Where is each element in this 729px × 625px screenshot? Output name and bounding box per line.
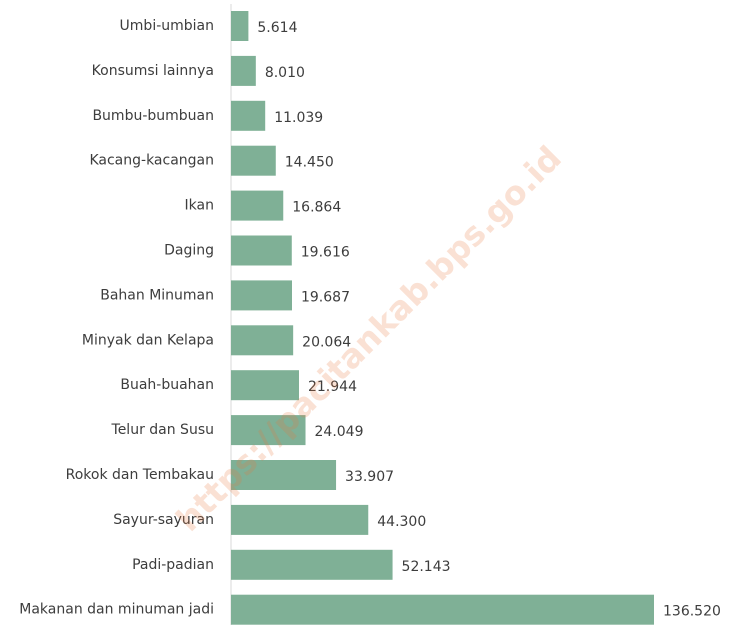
value-label: 8.010 xyxy=(265,65,305,81)
bar xyxy=(231,325,294,356)
category-label: Makanan dan minuman jadi xyxy=(19,602,214,618)
value-label: 24.049 xyxy=(315,424,364,440)
value-label: 19.687 xyxy=(301,289,350,305)
bar xyxy=(231,504,369,535)
value-label: 16.864 xyxy=(292,200,341,216)
bar xyxy=(231,460,337,490)
bar xyxy=(231,235,292,266)
value-label: 136.520 xyxy=(663,604,721,620)
category-label: Kacang-kacangan xyxy=(89,153,214,169)
bar xyxy=(231,55,256,86)
bar xyxy=(231,280,292,311)
category-label: Daging xyxy=(164,243,214,259)
category-label: Ikan xyxy=(185,198,214,214)
value-label: 33.907 xyxy=(345,469,394,485)
category-label: Padi-padian xyxy=(132,557,214,573)
bar xyxy=(231,190,284,221)
category-label: Sayur-sayuran xyxy=(113,512,214,528)
bar xyxy=(231,594,654,625)
value-label: 5.614 xyxy=(257,20,297,36)
category-label: Minyak dan Kelapa xyxy=(82,332,214,348)
category-label: Konsumsi lainnya xyxy=(92,63,214,79)
category-label: Bumbu-bumbuan xyxy=(92,108,214,124)
value-label: 52.143 xyxy=(402,559,451,575)
value-label: 44.300 xyxy=(377,514,426,530)
category-label: Rokok dan Tembakau xyxy=(66,467,214,483)
bar xyxy=(231,11,249,41)
category-label: Umbi-umbian xyxy=(120,18,214,34)
value-label: 19.616 xyxy=(301,245,350,261)
value-label: 11.039 xyxy=(274,110,323,126)
bar xyxy=(231,145,276,176)
category-label: Buah-buahan xyxy=(120,377,214,393)
bar xyxy=(231,370,299,401)
bar xyxy=(231,549,393,580)
value-label: 14.450 xyxy=(285,155,334,171)
bar xyxy=(231,415,306,446)
category-label: Bahan Minuman xyxy=(100,287,214,303)
category-label: Telur dan Susu xyxy=(111,422,214,438)
value-label: 21.944 xyxy=(308,379,357,395)
bar xyxy=(231,100,266,131)
value-label: 20.064 xyxy=(302,334,351,350)
